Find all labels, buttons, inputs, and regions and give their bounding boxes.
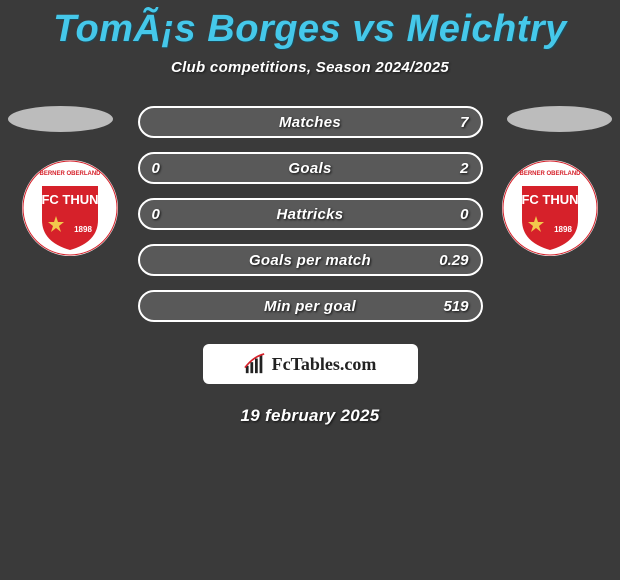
stat-left-value: 0 (152, 206, 160, 223)
stat-right-value: 0 (460, 206, 468, 223)
stat-label: Goals per match (249, 252, 371, 269)
svg-text:BERNER OBERLAND: BERNER OBERLAND (39, 171, 101, 177)
stat-row: Matches 7 (138, 106, 483, 138)
shadow-ellipse-left (8, 106, 113, 132)
bar-chart-icon (244, 353, 266, 375)
stat-row: Goals per match 0.29 (138, 244, 483, 276)
stat-row: Min per goal 519 (138, 290, 483, 322)
svg-text:1898: 1898 (554, 225, 572, 234)
svg-text:FC THUN: FC THUN (521, 192, 578, 207)
club-crest-right: BERNER OBERLAND FC THUN 1898 (500, 158, 600, 258)
stat-right-value: 519 (443, 298, 468, 315)
svg-text:1898: 1898 (74, 225, 92, 234)
stat-right-value: 2 (460, 160, 468, 177)
stat-row: 0 Goals 2 (138, 152, 483, 184)
fctables-logo[interactable]: FcTables.com (203, 344, 418, 384)
fc-thun-badge-icon: BERNER OBERLAND FC THUN 1898 (20, 158, 120, 258)
stat-label: Goals (288, 160, 331, 177)
comparison-panel: BERNER OBERLAND FC THUN 1898 BERNER OBER… (0, 106, 620, 426)
stat-right-value: 0.29 (439, 252, 468, 269)
stat-label: Min per goal (264, 298, 356, 315)
svg-text:FC THUN: FC THUN (41, 192, 98, 207)
stat-label: Hattricks (277, 206, 344, 223)
stat-left-value: 0 (152, 160, 160, 177)
stat-right-value: 7 (460, 114, 468, 131)
subtitle: Club competitions, Season 2024/2025 (0, 59, 620, 76)
svg-text:BERNER OBERLAND: BERNER OBERLAND (519, 171, 581, 177)
date-label: 19 february 2025 (0, 406, 620, 426)
page-title: TomÃ¡s Borges vs Meichtry (0, 0, 620, 51)
fc-thun-badge-icon: BERNER OBERLAND FC THUN 1898 (500, 158, 600, 258)
logo-text: FcTables.com (272, 354, 377, 375)
shadow-ellipse-right (507, 106, 612, 132)
stat-label: Matches (279, 114, 341, 131)
stats-list: Matches 7 0 Goals 2 0 Hattricks 0 Goals … (138, 106, 483, 322)
stat-row: 0 Hattricks 0 (138, 198, 483, 230)
club-crest-left: BERNER OBERLAND FC THUN 1898 (20, 158, 120, 258)
